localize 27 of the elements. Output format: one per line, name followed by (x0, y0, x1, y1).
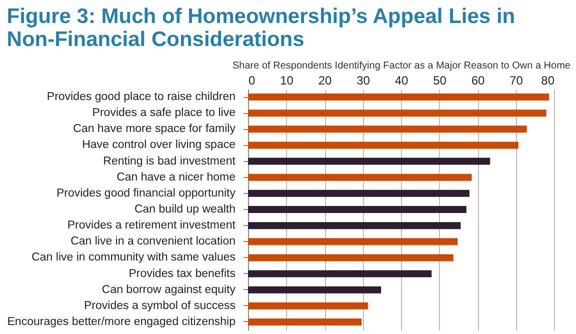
x-tick-label: 60 (471, 74, 485, 88)
y-tick-label: Renting is bad investment (103, 155, 236, 168)
y-tick-label: Have control over living space (82, 139, 236, 152)
y-tick-label: Can have a nicer home (116, 171, 236, 184)
y-tick-label: Can live in community with same values (32, 252, 236, 264)
x-tick-label: 30 (356, 74, 370, 88)
x-tick-label: 20 (318, 74, 332, 88)
x-tick-label: 10 (280, 74, 294, 88)
text: Non-Financial Considerations (6, 28, 304, 51)
y-tick-label: Can have more space for family (73, 123, 236, 136)
x-tick-label: 0 (248, 74, 256, 88)
text: Figure 3: Much of Homeownership’s Appeal Lies in (6, 5, 516, 28)
y-tick-label: Provides a symbol of success (84, 300, 236, 312)
y-tick-label: Provides a retirement investment (67, 220, 236, 232)
y-tick-label: Encourages better/more engaged citizenship (7, 316, 236, 328)
x-tick-label: 80 (541, 74, 555, 88)
x-axis-title: Share of Respondents Identifying Factor as a Major Reason to Own a Home (232, 60, 571, 72)
x-tick-label: 70 (510, 74, 524, 88)
y-tick-label: Provides a safe place to live (92, 107, 236, 120)
y-tick-label: Can live in a convenient location (70, 236, 236, 248)
x-tick-label: 40 (394, 74, 408, 88)
y-tick-label: Provides tax benefits (128, 268, 236, 280)
y-tick-label: Can borrow against equity (102, 284, 236, 296)
y-tick-label: Provides good place to raise children (46, 91, 236, 104)
x-tick-label: 50 (433, 74, 447, 88)
y-tick-label: Provides good financial opportunity (56, 187, 236, 200)
y-tick-label: Can build up wealth (134, 204, 236, 216)
